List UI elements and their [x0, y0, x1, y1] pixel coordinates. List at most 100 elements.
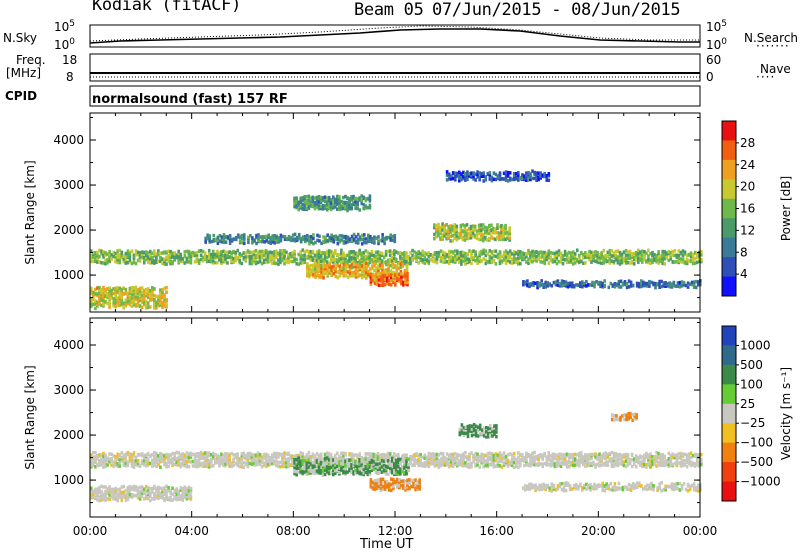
- vel-cell-b0: [242, 451, 246, 456]
- vel-cell-b0: [151, 453, 154, 457]
- power-cell-b0: [216, 261, 219, 265]
- power-cell-b7: [364, 197, 368, 201]
- power-cell-b5: [161, 300, 164, 305]
- vel-cell-b0: [612, 456, 616, 461]
- vel-cell-b0: [510, 463, 514, 468]
- power-cell-b0: [368, 252, 372, 256]
- power-cell-b0: [321, 251, 325, 255]
- power-cell-b0: [384, 249, 388, 254]
- power-cell-b2: [369, 275, 373, 280]
- power-cell-b0: [498, 259, 502, 264]
- vel-cell-b0: [698, 460, 701, 464]
- vel-cell-b0: [614, 454, 618, 459]
- power-cell-b1: [350, 262, 354, 267]
- vel-cell-b1: [146, 496, 150, 500]
- vel-cell-b0: [525, 454, 528, 459]
- power-cell-b0: [618, 259, 622, 263]
- vel-cell-b0: [437, 462, 441, 466]
- power-cell-b7: [327, 202, 331, 206]
- power-cell-b4: [269, 241, 272, 245]
- power-cell-b6: [676, 284, 680, 288]
- power-cell-b3: [498, 234, 501, 238]
- power-cell-b4: [269, 235, 272, 240]
- vel-cell-b0: [517, 459, 520, 464]
- power-cell-b0: [378, 250, 382, 255]
- power-cell-b0: [580, 250, 583, 255]
- vel-cell-b1: [179, 488, 183, 492]
- power-cell-b5: [94, 306, 97, 311]
- power-cell-b0: [90, 249, 93, 253]
- power-cell-b0: [458, 251, 461, 255]
- vel-cell-b0: [657, 454, 660, 459]
- vel-cell-b0: [181, 455, 185, 460]
- power-cell-b0: [488, 254, 492, 259]
- vel-cell-b0: [205, 458, 209, 462]
- vel-cell-b1: [124, 495, 128, 499]
- power-cell-b6: [524, 280, 527, 284]
- power-cell-b0: [279, 260, 282, 264]
- power-cell-b3: [445, 229, 448, 233]
- vel-cell-b0: [289, 463, 292, 467]
- vel-cell-b1: [126, 495, 130, 500]
- power-cell-b2: [400, 272, 403, 276]
- vel-cell-b1: [128, 492, 132, 497]
- vel-cell-b0: [614, 452, 618, 456]
- power-cell-b6: [619, 279, 623, 283]
- vel-cell-b0: [159, 465, 162, 469]
- vel-cell-b0: [445, 457, 449, 461]
- vel-cell-b0: [451, 455, 455, 459]
- power-cell-b0: [254, 256, 258, 260]
- power-cell-b4: [275, 236, 279, 240]
- vel-cell-b0: [183, 460, 187, 464]
- power-cell-b0: [153, 261, 156, 265]
- vel-cell-b1: [175, 492, 178, 496]
- vel-cell-b0: [191, 464, 195, 468]
- vel-cell-b1: [181, 496, 185, 500]
- vel-cell-b0: [637, 455, 640, 460]
- vel-cell-b0: [378, 453, 382, 458]
- vel-cell-b0: [543, 462, 546, 466]
- vel-cell-b1: [100, 496, 103, 500]
- power-cell-b8: [523, 177, 526, 182]
- power-cell-b0: [140, 250, 144, 254]
- vel-cell-b1: [153, 497, 156, 501]
- power-cell-b0: [620, 258, 624, 263]
- power-cell-b0: [293, 249, 296, 254]
- power-cell-b0: [114, 255, 117, 260]
- power-cell-b3: [498, 236, 501, 241]
- power-cell-b0: [374, 254, 378, 259]
- vel-cell-b0: [529, 453, 532, 458]
- vel-cell-b0: [287, 464, 290, 469]
- power-cell-b2: [398, 277, 401, 282]
- vel-cell-b0: [596, 462, 599, 466]
- power-cell-b6: [674, 284, 678, 288]
- power-cell-b0: [163, 257, 166, 262]
- power-cell-b4: [204, 236, 207, 241]
- vel-cell-b1: [173, 490, 176, 495]
- power-cell-b1: [395, 264, 399, 268]
- power-cell-b7: [295, 200, 298, 204]
- vel-cell-b0: [167, 453, 170, 457]
- vel-cell-b1: [144, 489, 148, 493]
- power-cell-b0: [222, 257, 225, 262]
- power-cell-b2: [383, 274, 387, 278]
- power-cell-b7: [313, 206, 317, 211]
- vel-cell-b0: [242, 460, 246, 465]
- power-cell-b5: [130, 298, 134, 302]
- power-cell-b6: [536, 285, 539, 290]
- power-cell-b4: [293, 239, 297, 243]
- power-cell-b5: [161, 305, 164, 310]
- power-cell-b0: [425, 258, 429, 262]
- power-cell-b4: [253, 238, 256, 242]
- power-cell-b4: [273, 234, 277, 238]
- vel-cell-b0: [128, 452, 132, 456]
- vel-cell-b0: [602, 454, 605, 459]
- vel-cell-b0: [614, 459, 618, 463]
- power-cell-b0: [470, 250, 473, 254]
- vel-cell-b0: [541, 464, 544, 468]
- vel-cell-b1: [151, 486, 154, 491]
- vel-cell-b0: [287, 459, 290, 464]
- vel-cell-b0: [496, 464, 500, 468]
- power-cell-b0: [374, 259, 378, 264]
- power-cell-b0: [317, 258, 321, 262]
